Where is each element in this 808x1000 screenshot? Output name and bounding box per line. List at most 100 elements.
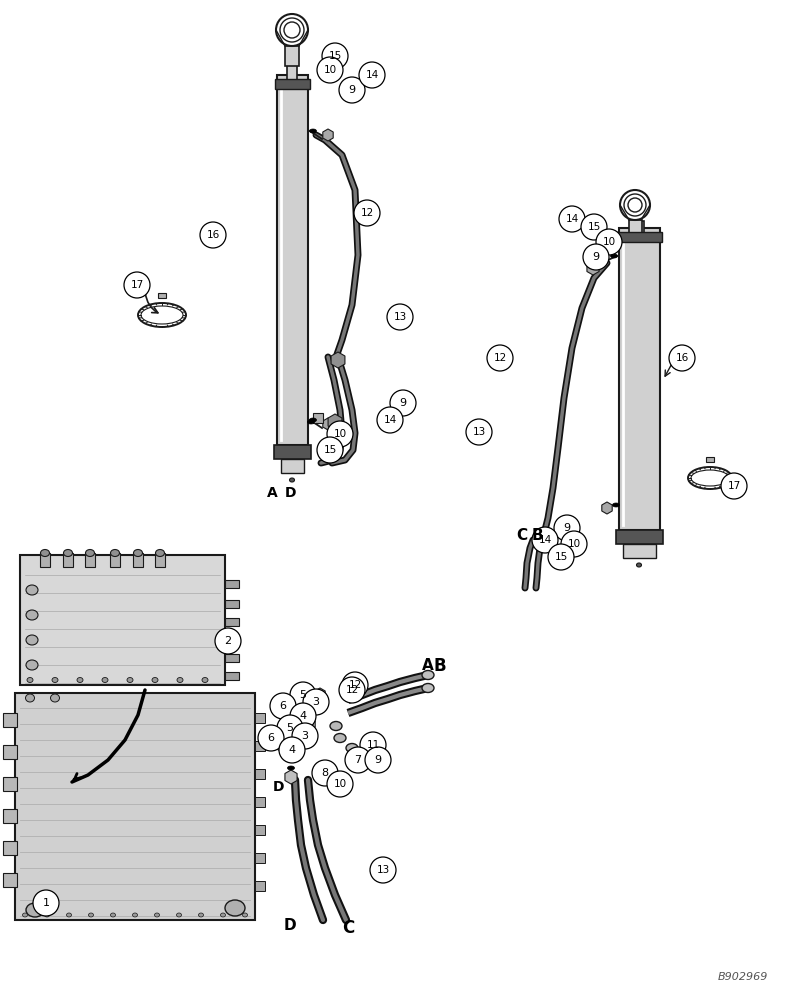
Bar	[255, 741, 265, 751]
Ellipse shape	[330, 722, 342, 730]
Text: 14: 14	[383, 415, 397, 425]
Text: 14: 14	[538, 535, 552, 545]
Circle shape	[342, 672, 368, 698]
Circle shape	[200, 222, 226, 248]
Circle shape	[339, 77, 365, 103]
Circle shape	[290, 703, 316, 729]
Ellipse shape	[288, 766, 294, 770]
Text: 12: 12	[494, 353, 507, 363]
Bar	[3, 873, 17, 887]
Polygon shape	[285, 770, 297, 784]
Bar	[616, 530, 663, 544]
Circle shape	[317, 437, 343, 463]
Circle shape	[277, 715, 303, 741]
Ellipse shape	[611, 254, 617, 258]
Circle shape	[359, 62, 385, 88]
Ellipse shape	[52, 678, 58, 682]
Ellipse shape	[225, 900, 245, 916]
Ellipse shape	[289, 478, 294, 482]
Bar	[155, 553, 165, 567]
Text: 14: 14	[365, 70, 379, 80]
Ellipse shape	[26, 635, 38, 645]
Circle shape	[354, 200, 380, 226]
Text: 9: 9	[592, 252, 600, 262]
Ellipse shape	[293, 747, 301, 751]
Text: 10: 10	[323, 65, 337, 75]
Polygon shape	[315, 688, 325, 700]
Polygon shape	[323, 129, 333, 141]
Polygon shape	[291, 736, 301, 748]
Text: C: C	[342, 919, 354, 937]
Polygon shape	[288, 710, 298, 722]
Text: D: D	[272, 780, 284, 794]
Text: 12: 12	[360, 208, 373, 218]
Bar	[287, 47, 297, 80]
Ellipse shape	[23, 913, 27, 917]
Text: 17: 17	[130, 280, 144, 290]
Text: 3: 3	[313, 697, 319, 707]
Polygon shape	[277, 740, 287, 752]
Ellipse shape	[280, 735, 288, 739]
Text: 5: 5	[287, 723, 293, 733]
Text: 15: 15	[587, 222, 600, 232]
Bar	[617, 232, 662, 242]
Text: B902969: B902969	[718, 972, 768, 982]
Text: 16: 16	[675, 353, 688, 363]
Circle shape	[559, 206, 585, 232]
Text: 3: 3	[301, 731, 309, 741]
Bar	[275, 79, 310, 89]
Polygon shape	[602, 502, 612, 514]
Circle shape	[270, 693, 296, 719]
Ellipse shape	[177, 678, 183, 682]
Text: 4: 4	[300, 711, 306, 721]
Ellipse shape	[27, 678, 33, 682]
Ellipse shape	[637, 563, 642, 567]
Bar	[635, 221, 644, 233]
Bar	[255, 881, 265, 891]
Circle shape	[596, 229, 622, 255]
Text: 10: 10	[334, 779, 347, 789]
Text: 6: 6	[280, 701, 287, 711]
Bar	[3, 777, 17, 791]
Ellipse shape	[202, 678, 208, 682]
Text: 14: 14	[566, 214, 579, 224]
Ellipse shape	[628, 198, 642, 212]
Polygon shape	[328, 414, 342, 430]
Text: 8: 8	[322, 768, 329, 778]
Bar	[158, 293, 166, 298]
Ellipse shape	[242, 913, 247, 917]
Bar	[313, 413, 323, 423]
Text: 12: 12	[348, 680, 362, 690]
Ellipse shape	[154, 913, 159, 917]
Bar	[225, 654, 239, 662]
Text: 7: 7	[355, 755, 361, 765]
Circle shape	[33, 890, 59, 916]
Bar	[225, 618, 239, 626]
Circle shape	[360, 732, 386, 758]
Text: 15: 15	[554, 552, 568, 562]
Text: 11: 11	[366, 740, 380, 750]
Ellipse shape	[111, 913, 116, 917]
Bar	[133, 553, 143, 567]
Text: D: D	[285, 486, 297, 500]
Bar	[285, 46, 299, 66]
Ellipse shape	[50, 694, 60, 702]
Text: 9: 9	[563, 523, 570, 533]
Bar	[3, 745, 17, 759]
Polygon shape	[587, 261, 599, 275]
Circle shape	[258, 725, 284, 751]
Bar	[63, 553, 73, 567]
Bar	[255, 797, 265, 807]
Polygon shape	[292, 721, 303, 733]
Bar	[623, 544, 656, 558]
Polygon shape	[331, 352, 345, 368]
Bar	[3, 841, 17, 855]
Ellipse shape	[26, 585, 38, 595]
Ellipse shape	[89, 913, 94, 917]
Bar	[40, 553, 50, 567]
Circle shape	[561, 531, 587, 557]
Circle shape	[669, 345, 695, 371]
Ellipse shape	[221, 913, 225, 917]
Ellipse shape	[26, 660, 38, 670]
Circle shape	[215, 628, 241, 654]
